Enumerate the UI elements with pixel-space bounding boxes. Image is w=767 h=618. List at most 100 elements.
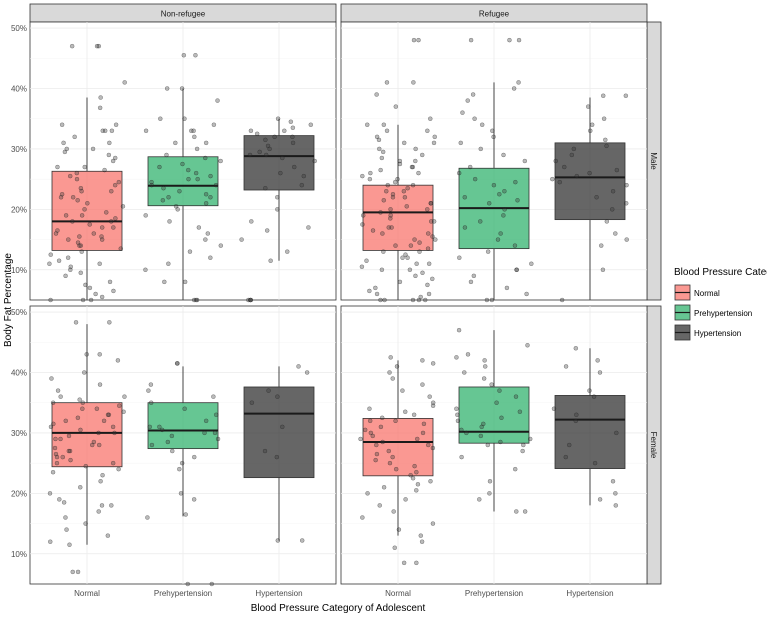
data-point [490, 128, 495, 134]
data-point [173, 140, 178, 146]
data-point [247, 152, 253, 158]
data-point [413, 146, 418, 152]
data-point [82, 207, 87, 212]
panel-female-refugee-points-hypertension [551, 346, 619, 508]
data-point [282, 128, 287, 134]
data-point [367, 418, 373, 424]
data-point [401, 188, 407, 194]
data-point [116, 466, 121, 472]
data-point [414, 436, 420, 442]
data-point [213, 182, 219, 188]
panel-female-non-refugee-box-prehypertension-iqr [147, 402, 219, 450]
data-point [116, 179, 122, 185]
data-point [78, 243, 84, 248]
data-point [162, 279, 167, 285]
panel-male-refugee-box-normal [362, 124, 434, 300]
data-point [414, 560, 419, 566]
data-point [109, 188, 114, 194]
data-point [48, 297, 53, 303]
panel-male-non-refugee-box-hypertension-iqr [243, 135, 315, 191]
data-point [110, 460, 116, 466]
data-point [75, 415, 81, 421]
data-point [187, 249, 193, 254]
panel-female-refugee-box-normal-iqr [362, 418, 434, 477]
data-point [70, 569, 75, 575]
x-tick-label-hypertension: Hypertension [255, 589, 302, 598]
data-point [218, 243, 224, 248]
data-point [278, 170, 283, 176]
data-point [373, 285, 378, 291]
data-point [96, 43, 102, 49]
data-point [66, 448, 72, 454]
data-point [405, 255, 410, 260]
data-point [275, 195, 280, 200]
data-point [177, 188, 182, 194]
data-point [388, 216, 393, 221]
data-point [161, 185, 166, 191]
legend-label-hypertension: Hypertension [694, 329, 741, 338]
data-point [504, 285, 510, 291]
data-point [105, 412, 111, 418]
data-point [169, 433, 175, 439]
data-point [614, 430, 619, 436]
data-point [96, 509, 101, 514]
data-point [381, 122, 387, 127]
data-point [413, 158, 418, 164]
data-point [248, 297, 253, 303]
data-point [418, 533, 424, 538]
data-point [410, 182, 416, 188]
data-point [514, 509, 519, 514]
data-point [120, 204, 126, 209]
data-point [378, 167, 383, 173]
data-point [215, 98, 220, 103]
data-point [574, 412, 579, 418]
data-point [291, 164, 297, 170]
panel-female-non-refugee [29, 305, 337, 587]
data-point [414, 469, 419, 475]
data-point [487, 491, 492, 496]
data-point [78, 485, 83, 490]
panel-female-non-refugee-points-normal [47, 320, 127, 575]
legend: Blood Pressure Category Normal Prehypert… [674, 267, 767, 341]
data-point [208, 255, 213, 260]
data-point [370, 433, 376, 439]
data-point [55, 164, 60, 170]
data-point [428, 479, 433, 484]
data-point [175, 361, 180, 366]
data-point [75, 569, 81, 575]
data-point [194, 297, 200, 303]
legend-label-normal: Normal [694, 289, 720, 298]
data-point [430, 403, 436, 408]
data-point [462, 370, 467, 375]
data-point [274, 454, 280, 460]
panel-female-refugee-box-prehypertension-iqr [458, 386, 530, 444]
data-point [587, 388, 592, 393]
data-point [405, 185, 410, 191]
data-point [66, 433, 72, 439]
data-point [623, 93, 629, 98]
data-point [380, 149, 386, 155]
data-point [215, 436, 221, 442]
data-point [478, 433, 484, 439]
facet-strip-male: Male [646, 21, 662, 301]
data-point [388, 207, 393, 212]
data-point [522, 509, 528, 514]
data-point [400, 388, 405, 393]
data-point [185, 581, 191, 587]
data-point [49, 376, 54, 381]
data-point [370, 228, 376, 233]
data-point [179, 460, 185, 466]
data-point [397, 161, 403, 167]
data-point [275, 394, 280, 399]
data-point [410, 297, 416, 303]
data-point [489, 382, 494, 387]
data-point [416, 37, 421, 43]
data-point [191, 497, 197, 502]
data-point [275, 207, 280, 212]
data-point [404, 204, 409, 209]
data-point [149, 442, 155, 448]
data-point [58, 394, 63, 399]
data-point [99, 503, 105, 508]
data-point [102, 128, 108, 134]
data-point [610, 188, 616, 194]
